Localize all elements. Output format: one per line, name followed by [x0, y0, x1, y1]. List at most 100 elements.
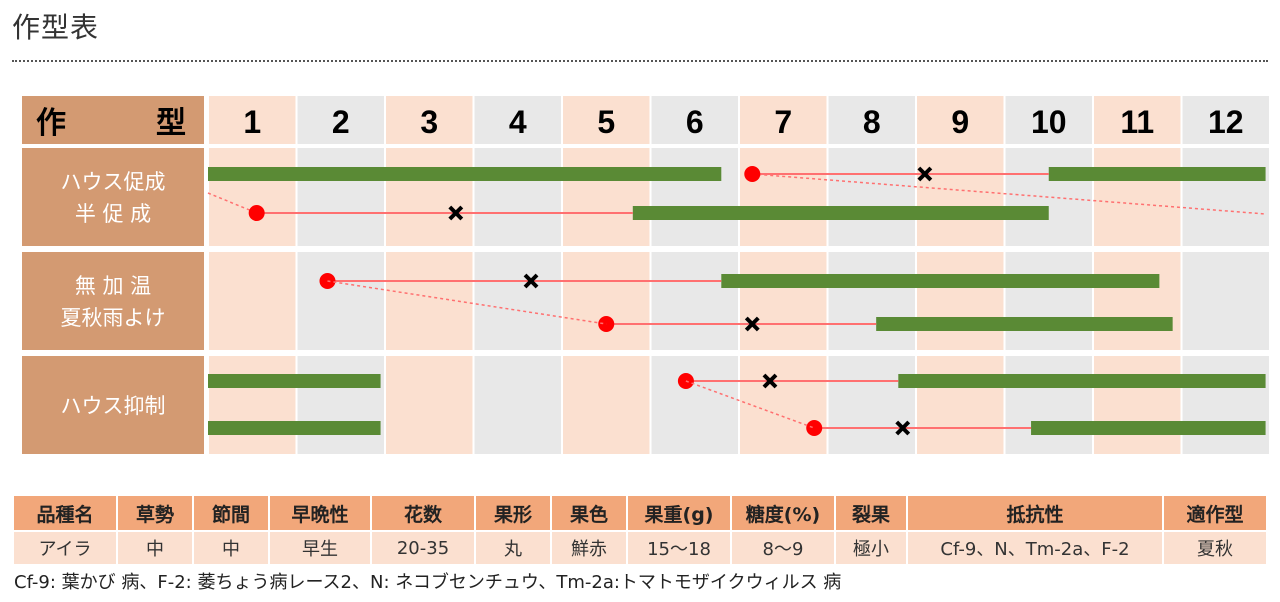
month-label: 4 [509, 104, 527, 140]
spec-value-cell: 早生 [268, 530, 372, 566]
month-header-cell [474, 96, 561, 144]
spec-value-cell: Cf-9、N、Tm-2a、F-2 [906, 530, 1164, 566]
spec-value-cell: 8～9 [730, 530, 836, 566]
title-divider [12, 60, 1268, 62]
harvest-bar [1031, 421, 1266, 435]
harvest-bar [721, 274, 1160, 288]
month-column-cell [1094, 356, 1181, 454]
month-header-cell [917, 96, 1004, 144]
spec-header-cell: 果形 [474, 494, 552, 532]
month-column-cell [917, 356, 1004, 454]
month-label: 10 [1031, 104, 1067, 140]
month-column-cell [1005, 356, 1092, 454]
month-label: 2 [332, 104, 350, 140]
cross-stroke [895, 420, 911, 436]
planting-cross [744, 316, 760, 332]
corner-cell [22, 96, 204, 144]
month-header-cell [1005, 96, 1092, 144]
planting-cross [523, 273, 539, 289]
month-header-cell [740, 96, 827, 144]
month-column-cell [297, 148, 384, 246]
continuation-line [752, 173, 1266, 215]
month-column-cell [1005, 148, 1092, 246]
month-label: 11 [1120, 104, 1154, 140]
planting-cross [895, 420, 911, 436]
month-column-cell [917, 252, 1004, 350]
month-column-cell [209, 356, 296, 454]
group-label-line: 夏秋雨よけ [61, 306, 166, 330]
spec-header-cell: 果重(g) [626, 494, 732, 532]
month-label: 9 [951, 104, 969, 140]
spec-header-cell: 早晩性 [268, 494, 372, 532]
sowing-dot [744, 166, 761, 182]
group-label-cell [22, 356, 204, 454]
spec-header-cell: 節間 [192, 494, 270, 532]
month-column-cell [474, 148, 561, 246]
group-label-cell [22, 252, 204, 350]
month-column-cell [563, 148, 650, 246]
month-column-cell [740, 252, 827, 350]
month-label: 5 [597, 104, 615, 140]
month-label: 8 [863, 104, 881, 140]
spec-value-cell: 20-35 [370, 530, 476, 566]
planting-cross [448, 205, 464, 221]
corner-label-left: 作 [36, 106, 66, 141]
sowing-dot [248, 205, 265, 221]
continuation-line [207, 192, 257, 214]
harvest-bar [876, 317, 1173, 331]
month-label: 6 [686, 104, 704, 140]
harvest-bar [208, 421, 381, 435]
spec-value-cell: アイラ [12, 530, 118, 566]
harvest-bar [208, 167, 722, 181]
cross-stroke [448, 205, 464, 221]
spec-value-cell: 中 [116, 530, 194, 566]
row-link-line [685, 380, 815, 429]
month-column-cell [1182, 252, 1269, 350]
group-label-line: 無 加 温 [75, 274, 151, 298]
spec-header-cell: 花数 [370, 494, 476, 532]
month-column-cell [209, 252, 296, 350]
month-header-cell [563, 96, 650, 144]
spec-header-cell: 抵抗性 [906, 494, 1164, 532]
month-column-cell [1182, 148, 1269, 246]
month-column-cell [209, 148, 296, 246]
group-label-cell [22, 148, 204, 246]
month-column-cell [563, 356, 650, 454]
variety-spec-table: 品種名 草勢 節間 早晩性 花数 果形 果色 果重(g) 糖度(%) 裂果 抵抗性 適作型 アイラ中中… [12, 494, 1268, 566]
month-column-cell [474, 356, 561, 454]
page-title: 作型表 [12, 11, 100, 44]
month-header-cell [1182, 96, 1269, 144]
month-label: 3 [420, 104, 438, 140]
month-column-cell [828, 148, 915, 246]
spec-value-cell: 中 [192, 530, 270, 566]
spec-header-cell: 適作型 [1162, 494, 1268, 532]
month-column-backgrounds [209, 96, 1269, 454]
month-column-cell [1005, 252, 1092, 350]
month-column-cell [917, 148, 1004, 246]
month-header-cell [1094, 96, 1181, 144]
month-label: 7 [774, 104, 792, 140]
spec-value-cell: 丸 [474, 530, 552, 566]
month-column-cell [474, 252, 561, 350]
month-header-cell [209, 96, 296, 144]
spec-header-cell: 裂果 [834, 494, 908, 532]
month-column-cell [740, 356, 827, 454]
spec-value-cell: 極小 [834, 530, 908, 566]
harvest-bar [632, 206, 1049, 220]
month-header-cell [297, 96, 384, 144]
spec-header-row: 品種名 草勢 節間 早晩性 花数 果形 果色 果重(g) 糖度(%) 裂果 抵抗性 適作型 [12, 494, 1268, 532]
month-column-cell [1094, 252, 1181, 350]
harvest-bar [898, 374, 1266, 388]
month-column-cell [1094, 148, 1181, 246]
month-column-cell [386, 356, 473, 454]
month-column-cell [563, 252, 650, 350]
spec-value-cell: 夏秋 [1162, 530, 1268, 566]
month-column-cell [297, 252, 384, 350]
resistance-footnote: Cf-9: 葉かび 病、F-2: 萎ちょう病レース2、N: ネコブセンチュウ、T… [14, 572, 842, 593]
corner-label-right: 型 [156, 106, 186, 141]
harvest-bar [1048, 167, 1266, 181]
spec-data-row: アイラ中中早生 20-35 丸鮮赤 15～18 8～9 極小 Cf-9、N、Tm-2a、F-… [12, 530, 1268, 566]
month-label: 12 [1208, 104, 1244, 140]
